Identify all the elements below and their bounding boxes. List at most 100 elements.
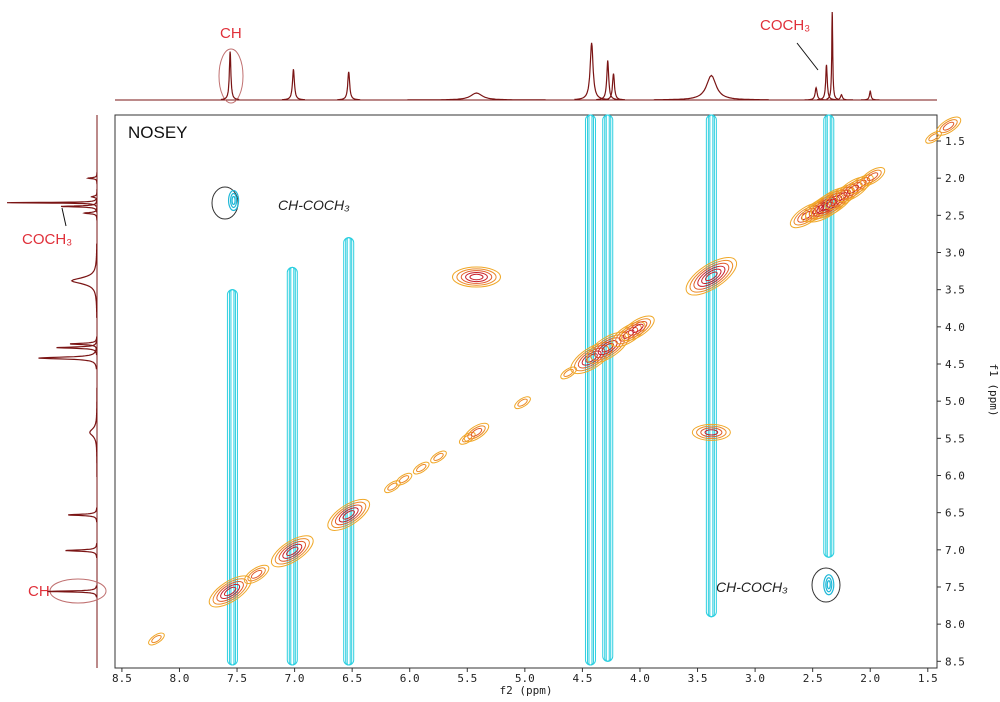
peak-contour [823,574,835,596]
projection-peak [602,73,625,101]
y-tick-label: 5.0 [945,395,965,408]
peak [586,331,630,364]
peak-contour [433,452,444,461]
peak-contour [286,546,299,557]
peak [430,450,447,464]
peak [620,315,655,342]
projection-peak [47,585,98,598]
arrow [796,42,819,71]
peak-contour [835,176,870,203]
projection-peak [407,92,546,101]
peak-contour [456,268,497,286]
peak-contour [416,463,427,473]
streak-contour [288,266,296,666]
projection-peak [60,200,98,213]
peak-contour [866,172,879,182]
peak [208,575,252,608]
projection-peak [337,71,361,101]
x-tick-label: 4.0 [630,672,650,685]
peak-contour [387,482,398,491]
projection-peak [65,543,98,558]
peak-contour [859,167,886,187]
x-tick-label: 2.5 [803,672,823,685]
peak-contour [282,543,303,559]
annotation: COCH₃ [22,231,72,248]
x-tick-label: 6.0 [400,672,420,685]
streak-contour [709,114,714,618]
peak-contour [342,510,355,520]
peak-contour [216,581,244,602]
x-tick-label: 3.5 [688,672,708,685]
peak-contour [593,337,622,359]
peak-contour [631,323,644,333]
streak-contour [604,114,612,662]
peak-contour [278,540,307,562]
projection-peak [281,69,305,101]
peak-contour [574,344,610,372]
streak-contour [707,114,715,618]
peak-contour [622,329,635,339]
peak-contour [828,186,855,207]
x-tick-label: 4.5 [572,672,592,685]
y-tick-label: 8.0 [945,618,965,631]
peak [463,422,490,443]
peak-contour [250,569,263,579]
peak-contour [705,271,718,282]
projection-peak [85,172,98,185]
streak [286,266,298,666]
peak-contour [689,259,734,293]
annotation: CH [220,25,242,42]
peak-contour [851,177,871,192]
annotation: CH-COCH₃ [716,579,788,595]
peak-contour [334,504,363,526]
peak-contour [460,270,493,284]
peak-contour [412,461,430,475]
peak [327,498,371,531]
peak-contour [697,265,726,287]
y-tick-label: 6.0 [945,469,965,482]
peak-contour [327,498,371,531]
streak [705,114,717,618]
peak-contour [384,480,401,494]
peak-contour [517,398,528,407]
projection-peak [89,387,98,477]
y-tick-label: 3.0 [945,247,965,260]
peak [685,257,738,296]
x-tick-label: 5.5 [457,672,477,685]
highlight-circle [211,186,239,220]
x-tick-label: 7.5 [227,672,247,685]
peak [859,167,886,187]
y-tick-label: 8.5 [945,655,965,668]
projection-peak [596,60,620,101]
peak-contour [939,119,958,134]
peak [270,535,314,568]
peak-contour [812,196,841,217]
peak-contour [212,578,248,605]
annotation: COCH₃ [760,17,810,34]
peak [848,174,874,194]
peak [935,116,962,136]
y-tick-label: 2.5 [945,209,965,222]
projection-peak [69,336,98,352]
peak-contour [691,423,731,441]
projection-peak [82,205,98,221]
peak-contour [704,429,719,436]
streak [343,237,355,666]
peak-contour [463,422,490,443]
peak [243,564,270,584]
peak [514,396,531,410]
peak-contour [247,567,266,582]
y-tick-label: 1.5 [945,135,965,148]
peak-contour [467,425,486,440]
peak-contour [338,507,359,523]
plot-frame [114,114,938,669]
peak-contour [465,271,488,283]
x-tick-label: 8.5 [112,672,132,685]
projection-peak [653,74,769,101]
peak-contour [469,273,484,281]
highlight-circle [811,567,841,603]
peak-contour [611,321,646,348]
peak-contour [701,268,722,284]
streak-contour [605,114,610,662]
